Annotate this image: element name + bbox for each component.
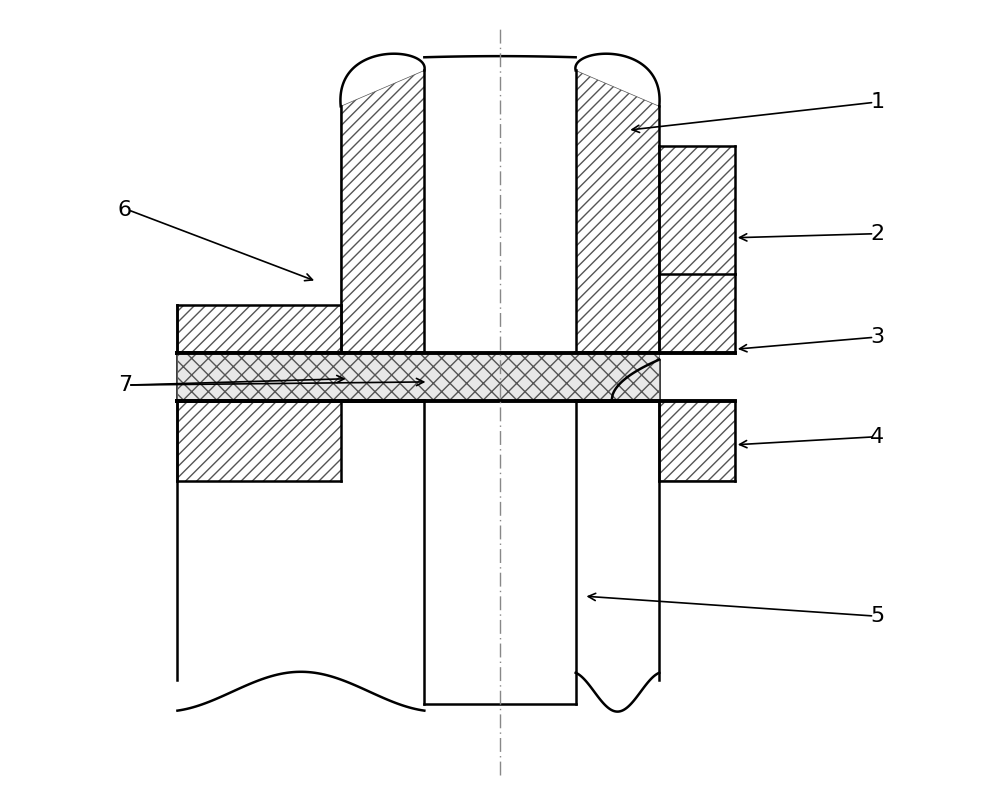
Text: 7: 7 <box>118 375 132 395</box>
Text: 5: 5 <box>870 606 885 626</box>
Text: 1: 1 <box>870 92 884 112</box>
Bar <box>659 273 735 353</box>
Polygon shape <box>177 401 341 480</box>
Text: 3: 3 <box>870 327 884 347</box>
Bar <box>659 146 735 273</box>
Polygon shape <box>177 306 341 353</box>
Text: 4: 4 <box>870 427 884 447</box>
Polygon shape <box>576 71 659 353</box>
Text: 2: 2 <box>870 224 884 244</box>
Polygon shape <box>341 71 424 353</box>
Bar <box>177 353 659 401</box>
Text: 6: 6 <box>118 200 132 220</box>
Bar <box>424 59 576 353</box>
Polygon shape <box>612 359 735 480</box>
